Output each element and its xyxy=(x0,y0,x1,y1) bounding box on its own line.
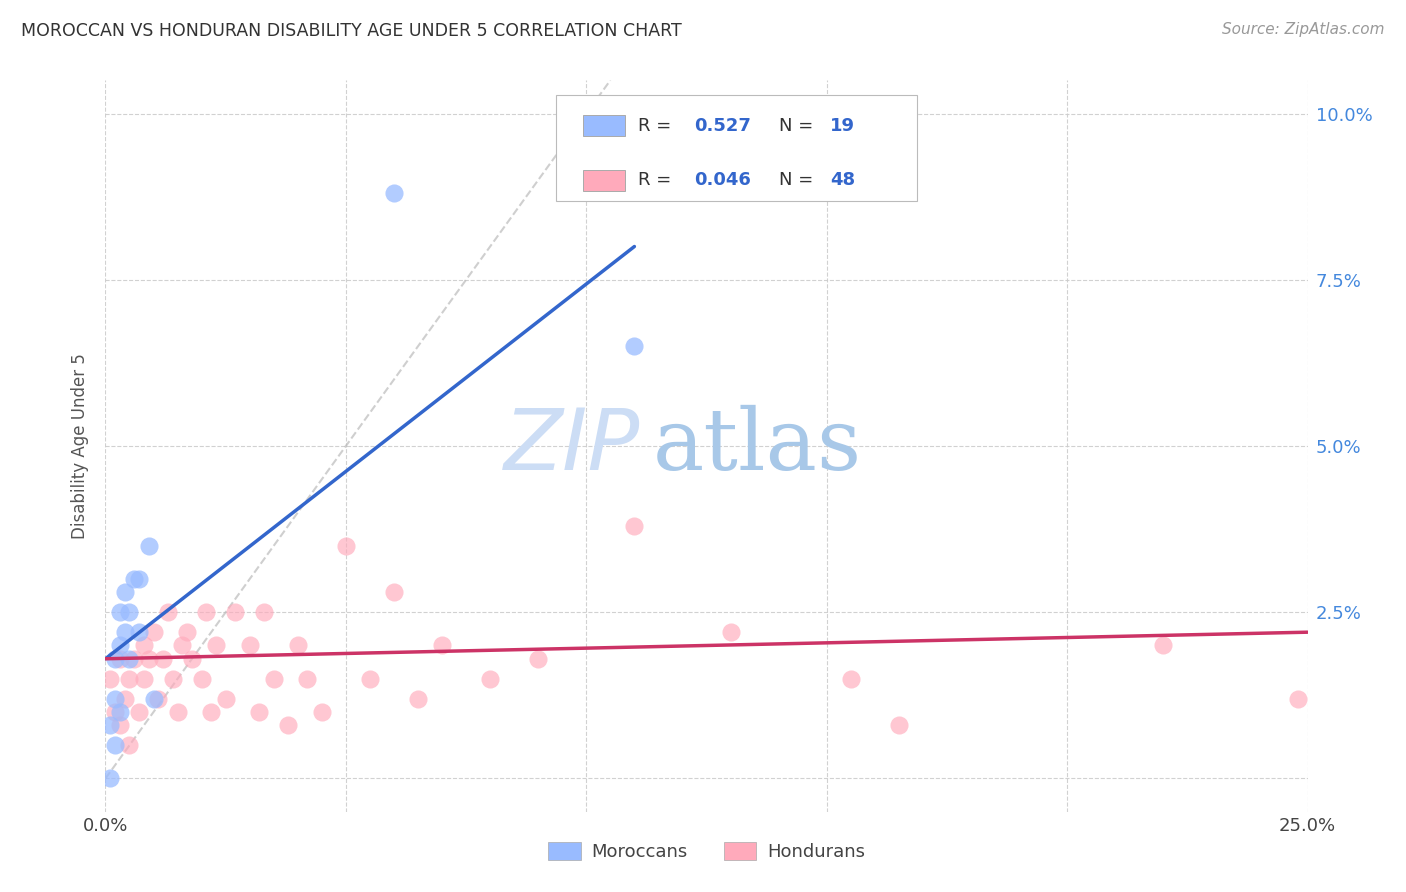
Point xyxy=(527,652,550,666)
Point xyxy=(214,691,236,706)
Point xyxy=(132,639,155,653)
FancyBboxPatch shape xyxy=(557,95,917,201)
Point xyxy=(114,625,136,640)
Point xyxy=(720,625,742,640)
Point xyxy=(98,772,121,786)
Point xyxy=(382,186,405,201)
Point xyxy=(172,639,194,653)
Point xyxy=(623,518,645,533)
Text: 19: 19 xyxy=(831,117,855,135)
Text: 0.046: 0.046 xyxy=(695,171,751,189)
Text: N =: N = xyxy=(779,117,818,135)
Point xyxy=(124,572,146,586)
Point xyxy=(190,672,212,686)
Point xyxy=(479,672,502,686)
Point xyxy=(104,652,127,666)
Point xyxy=(124,652,146,666)
Point xyxy=(277,718,299,732)
Point xyxy=(128,572,150,586)
Text: R =: R = xyxy=(638,117,678,135)
Point xyxy=(253,605,276,619)
Point xyxy=(108,639,131,653)
Point xyxy=(128,705,150,719)
Point xyxy=(224,605,246,619)
Point xyxy=(118,605,141,619)
Point xyxy=(138,652,160,666)
Point xyxy=(118,672,141,686)
Text: 48: 48 xyxy=(831,171,855,189)
Point xyxy=(138,539,160,553)
Point xyxy=(142,625,165,640)
Point xyxy=(181,652,204,666)
Text: 0.527: 0.527 xyxy=(695,117,751,135)
Point xyxy=(104,691,127,706)
Point xyxy=(287,639,309,653)
Point xyxy=(142,691,165,706)
Y-axis label: Disability Age Under 5: Disability Age Under 5 xyxy=(70,353,89,539)
Point xyxy=(200,705,222,719)
Point xyxy=(98,718,121,732)
Point xyxy=(148,691,170,706)
Text: MOROCCAN VS HONDURAN DISABILITY AGE UNDER 5 CORRELATION CHART: MOROCCAN VS HONDURAN DISABILITY AGE UNDE… xyxy=(21,22,682,40)
Point xyxy=(1286,691,1309,706)
Text: atlas: atlas xyxy=(652,404,862,488)
Point xyxy=(195,605,218,619)
Point xyxy=(335,539,357,553)
Point xyxy=(108,705,131,719)
Point xyxy=(156,605,179,619)
Point xyxy=(132,672,155,686)
Point xyxy=(311,705,333,719)
Point xyxy=(104,705,127,719)
Point xyxy=(176,625,198,640)
Point xyxy=(108,652,131,666)
Point xyxy=(108,605,131,619)
Point xyxy=(297,672,319,686)
Point xyxy=(382,585,405,599)
Point xyxy=(1152,639,1174,653)
Point xyxy=(118,652,141,666)
Text: R =: R = xyxy=(638,171,678,189)
Point xyxy=(152,652,174,666)
Legend: Moroccans, Hondurans: Moroccans, Hondurans xyxy=(541,835,872,869)
Point xyxy=(104,738,127,752)
Point xyxy=(162,672,184,686)
Point xyxy=(623,339,645,353)
Point xyxy=(108,718,131,732)
FancyBboxPatch shape xyxy=(582,170,624,191)
Point xyxy=(263,672,285,686)
Text: N =: N = xyxy=(779,171,818,189)
Point xyxy=(114,585,136,599)
Point xyxy=(887,718,910,732)
Point xyxy=(839,672,862,686)
FancyBboxPatch shape xyxy=(582,115,624,136)
Point xyxy=(166,705,188,719)
Point xyxy=(247,705,270,719)
Text: ZIP: ZIP xyxy=(505,404,640,488)
Point xyxy=(239,639,262,653)
Point xyxy=(98,672,121,686)
Point xyxy=(118,738,141,752)
Point xyxy=(114,691,136,706)
Point xyxy=(205,639,228,653)
Text: Source: ZipAtlas.com: Source: ZipAtlas.com xyxy=(1222,22,1385,37)
Point xyxy=(128,625,150,640)
Point xyxy=(430,639,453,653)
Point xyxy=(406,691,429,706)
Point xyxy=(359,672,381,686)
